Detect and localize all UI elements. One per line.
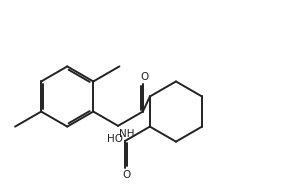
Text: NH: NH xyxy=(119,129,135,139)
Text: HO: HO xyxy=(107,134,123,144)
Text: O: O xyxy=(140,72,148,82)
Text: O: O xyxy=(122,170,131,180)
